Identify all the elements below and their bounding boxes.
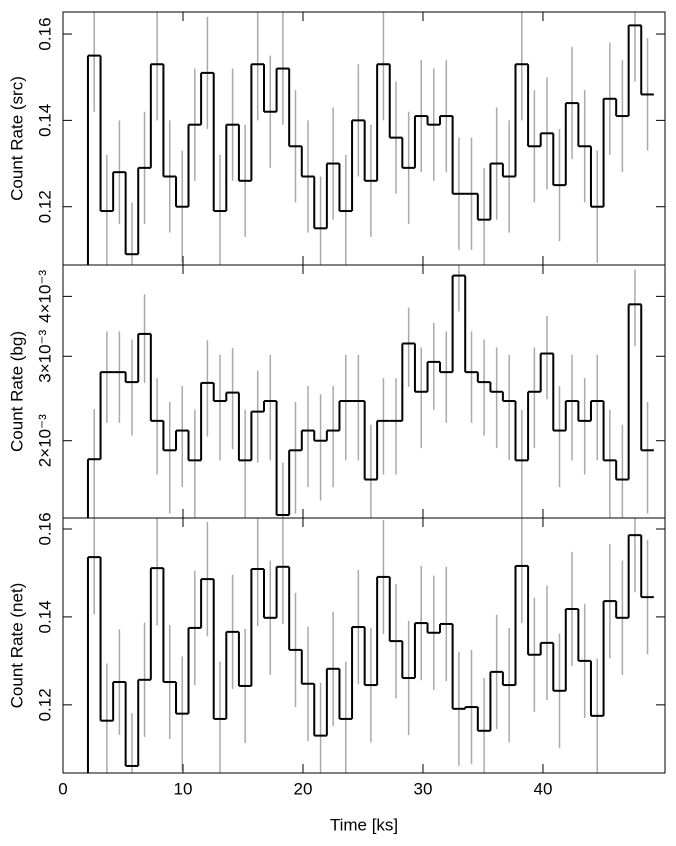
- x-tick-label: 0: [58, 779, 67, 798]
- x-tick-label: 40: [534, 779, 553, 798]
- y-tick-label: 3×10⁻³: [35, 329, 54, 382]
- x-tick-label: 10: [174, 779, 193, 798]
- y-tick-label: 2×10⁻³: [35, 414, 54, 467]
- y-tick-label: 0.12: [35, 190, 54, 223]
- x-tick-label: 20: [294, 779, 313, 798]
- frame: [62, 264, 666, 519]
- x-axis-label: Time [ks]: [330, 815, 398, 834]
- x-tick-label: 30: [414, 779, 433, 798]
- y-tick-label: 0.16: [35, 512, 54, 545]
- y-axis-label: Count Rate (src): [7, 76, 26, 201]
- y-tick-label: 0.16: [35, 17, 54, 50]
- y-tick-label: 0.14: [35, 104, 54, 137]
- panel: [86, 265, 654, 518]
- panel: [86, 518, 654, 773]
- y-tick-label: 0.14: [35, 600, 54, 633]
- y-axis-label: Count Rate (bg): [7, 331, 26, 452]
- y-tick-label: 4×10⁻³: [35, 270, 54, 323]
- panel: [86, 12, 654, 265]
- frame: [62, 517, 666, 774]
- y-axis-label: Count Rate (net): [7, 583, 26, 709]
- y-tick-label: 0.12: [35, 688, 54, 721]
